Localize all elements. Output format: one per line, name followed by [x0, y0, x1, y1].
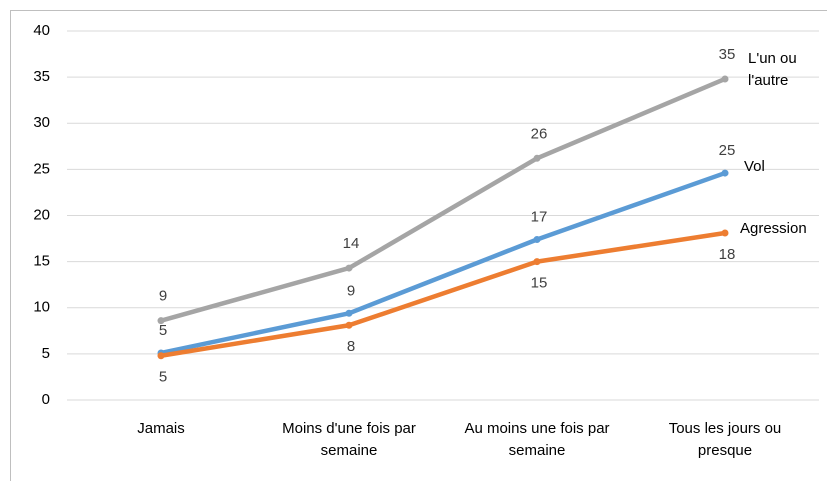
x-tick-label: Moins d'une fois par semaine	[282, 420, 416, 459]
point	[345, 309, 353, 317]
point	[721, 75, 729, 83]
data-label: 26	[531, 125, 548, 142]
data-label: 35	[719, 46, 736, 63]
y-tick-label: 25	[33, 160, 50, 177]
y-tick-label: 35	[33, 68, 50, 85]
y-tick-label: 0	[42, 391, 50, 408]
point	[533, 154, 541, 162]
data-label: 15	[531, 275, 548, 292]
x-tick-label: Au moins une fois par semaine	[464, 420, 610, 459]
point	[157, 352, 165, 360]
chart-border	[10, 10, 827, 481]
series-label: Vol	[744, 158, 765, 175]
series-line	[160, 76, 726, 323]
point	[345, 264, 353, 272]
x-tick-label: Jamais	[137, 420, 185, 437]
series-label: Agression	[740, 220, 807, 237]
data-label: 25	[719, 142, 736, 159]
data-label: 9	[347, 282, 355, 299]
y-tick-label: 15	[33, 253, 50, 270]
data-label: 14	[343, 235, 360, 252]
point	[721, 229, 729, 237]
y-tick-label: 20	[33, 206, 50, 223]
y-tick-label: 10	[33, 299, 50, 316]
data-label: 5	[159, 322, 167, 339]
point	[721, 169, 729, 177]
series-line	[160, 230, 726, 358]
data-label: 5	[159, 369, 167, 386]
series-line	[160, 170, 726, 356]
series-label: L'un ou l'autre	[748, 50, 797, 89]
data-label: 9	[159, 288, 167, 305]
y-tick-label: 40	[33, 22, 50, 39]
point	[157, 317, 165, 325]
data-label: 18	[719, 246, 736, 263]
data-label: 17	[531, 208, 548, 225]
point	[533, 258, 541, 266]
point	[345, 321, 353, 329]
y-tick-label: 30	[33, 114, 50, 131]
y-tick-label: 5	[42, 345, 50, 362]
x-tick-label: Tous les jours ou presque	[668, 420, 782, 459]
point	[533, 235, 541, 243]
data-label: 8	[347, 338, 355, 355]
